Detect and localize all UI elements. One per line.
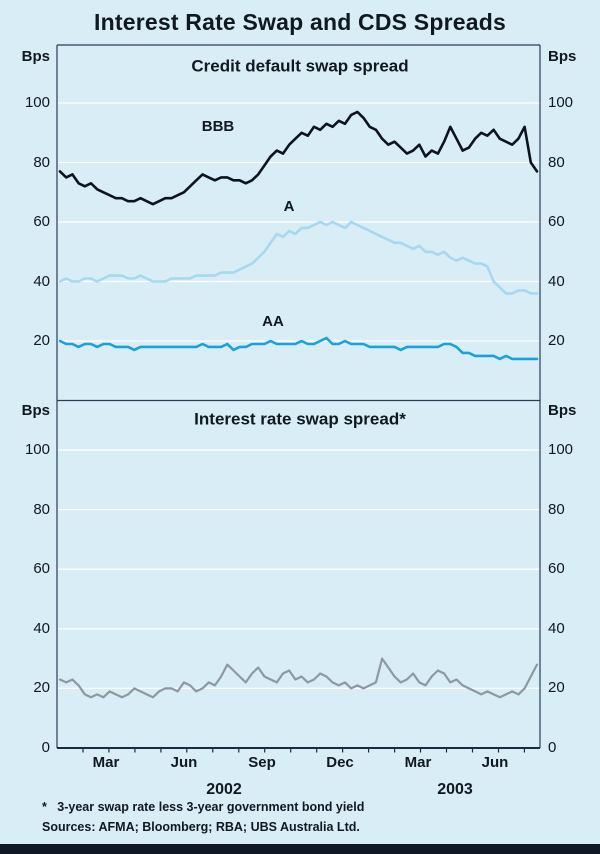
ytick-bot-right-100: 100 — [548, 440, 574, 458]
xtick-jun-2003: Jun — [481, 754, 509, 771]
ytick-bot-right-40: 40 — [548, 619, 565, 637]
series-label-bbb: BBB — [201, 117, 235, 135]
ytick-top-left-40: 40 — [33, 272, 50, 290]
ytick-top-left-80: 80 — [33, 153, 50, 171]
ytick-bot-right-0: 0 — [548, 738, 557, 756]
ytick-top-right-100: 100 — [548, 93, 574, 111]
top-panel-title: Credit default swap spread — [191, 56, 409, 76]
year-label-2002: 2002 — [206, 781, 242, 798]
ytick-top-left-100: 100 — [24, 93, 50, 111]
ytick-bot-right-20: 20 — [548, 679, 565, 697]
series-line-bbb — [58, 110, 539, 206]
ytick-bot-left-100: 100 — [24, 440, 50, 458]
ytick-bot-left-20: 20 — [33, 679, 50, 697]
unit-label-bottom-right: Bps — [548, 401, 577, 419]
ytick-top-right-40: 40 — [548, 272, 565, 290]
ytick-bot-left-0: 0 — [41, 738, 50, 756]
xtick-dec-2002: Dec — [326, 754, 354, 771]
ytick-top-right-60: 60 — [548, 212, 565, 230]
ytick-top-left-60: 60 — [33, 212, 50, 230]
xtick-jun-2002: Jun — [170, 754, 198, 771]
series-label-a: A — [283, 197, 295, 215]
xtick-mar-2002: Mar — [92, 754, 120, 771]
footnote: * 3-year swap rate less 3-year governmen… — [42, 800, 365, 814]
sources-line: Sources: AFMA; Bloomberg; RBA; UBS Austr… — [42, 820, 360, 834]
xtick-mar-2003: Mar — [404, 754, 432, 771]
ytick-top-right-80: 80 — [548, 153, 565, 171]
ytick-top-right-20: 20 — [548, 331, 565, 349]
page-title: Interest Rate Swap and CDS Spreads — [94, 9, 506, 35]
series-line-swap-spread — [58, 657, 539, 699]
ytick-bot-left-40: 40 — [33, 619, 50, 637]
series-line-a — [58, 220, 539, 295]
bottom-panel-title: Interest rate swap spread* — [194, 409, 406, 429]
year-label-2003: 2003 — [437, 781, 473, 798]
footer-bar — [0, 844, 600, 854]
ytick-bot-right-80: 80 — [548, 500, 565, 518]
ytick-top-left-20: 20 — [33, 331, 50, 349]
ytick-bot-left-60: 60 — [33, 559, 50, 577]
unit-label-bottom-left: Bps — [21, 401, 50, 419]
ytick-bot-left-80: 80 — [33, 500, 50, 518]
unit-label-top-right: Bps — [548, 47, 577, 65]
unit-label-top-left: Bps — [21, 47, 50, 65]
xtick-sep-2002: Sep — [248, 754, 276, 771]
series-label-aa: AA — [262, 312, 284, 330]
series-line-aa — [58, 336, 539, 361]
ytick-bot-right-60: 60 — [548, 559, 565, 577]
